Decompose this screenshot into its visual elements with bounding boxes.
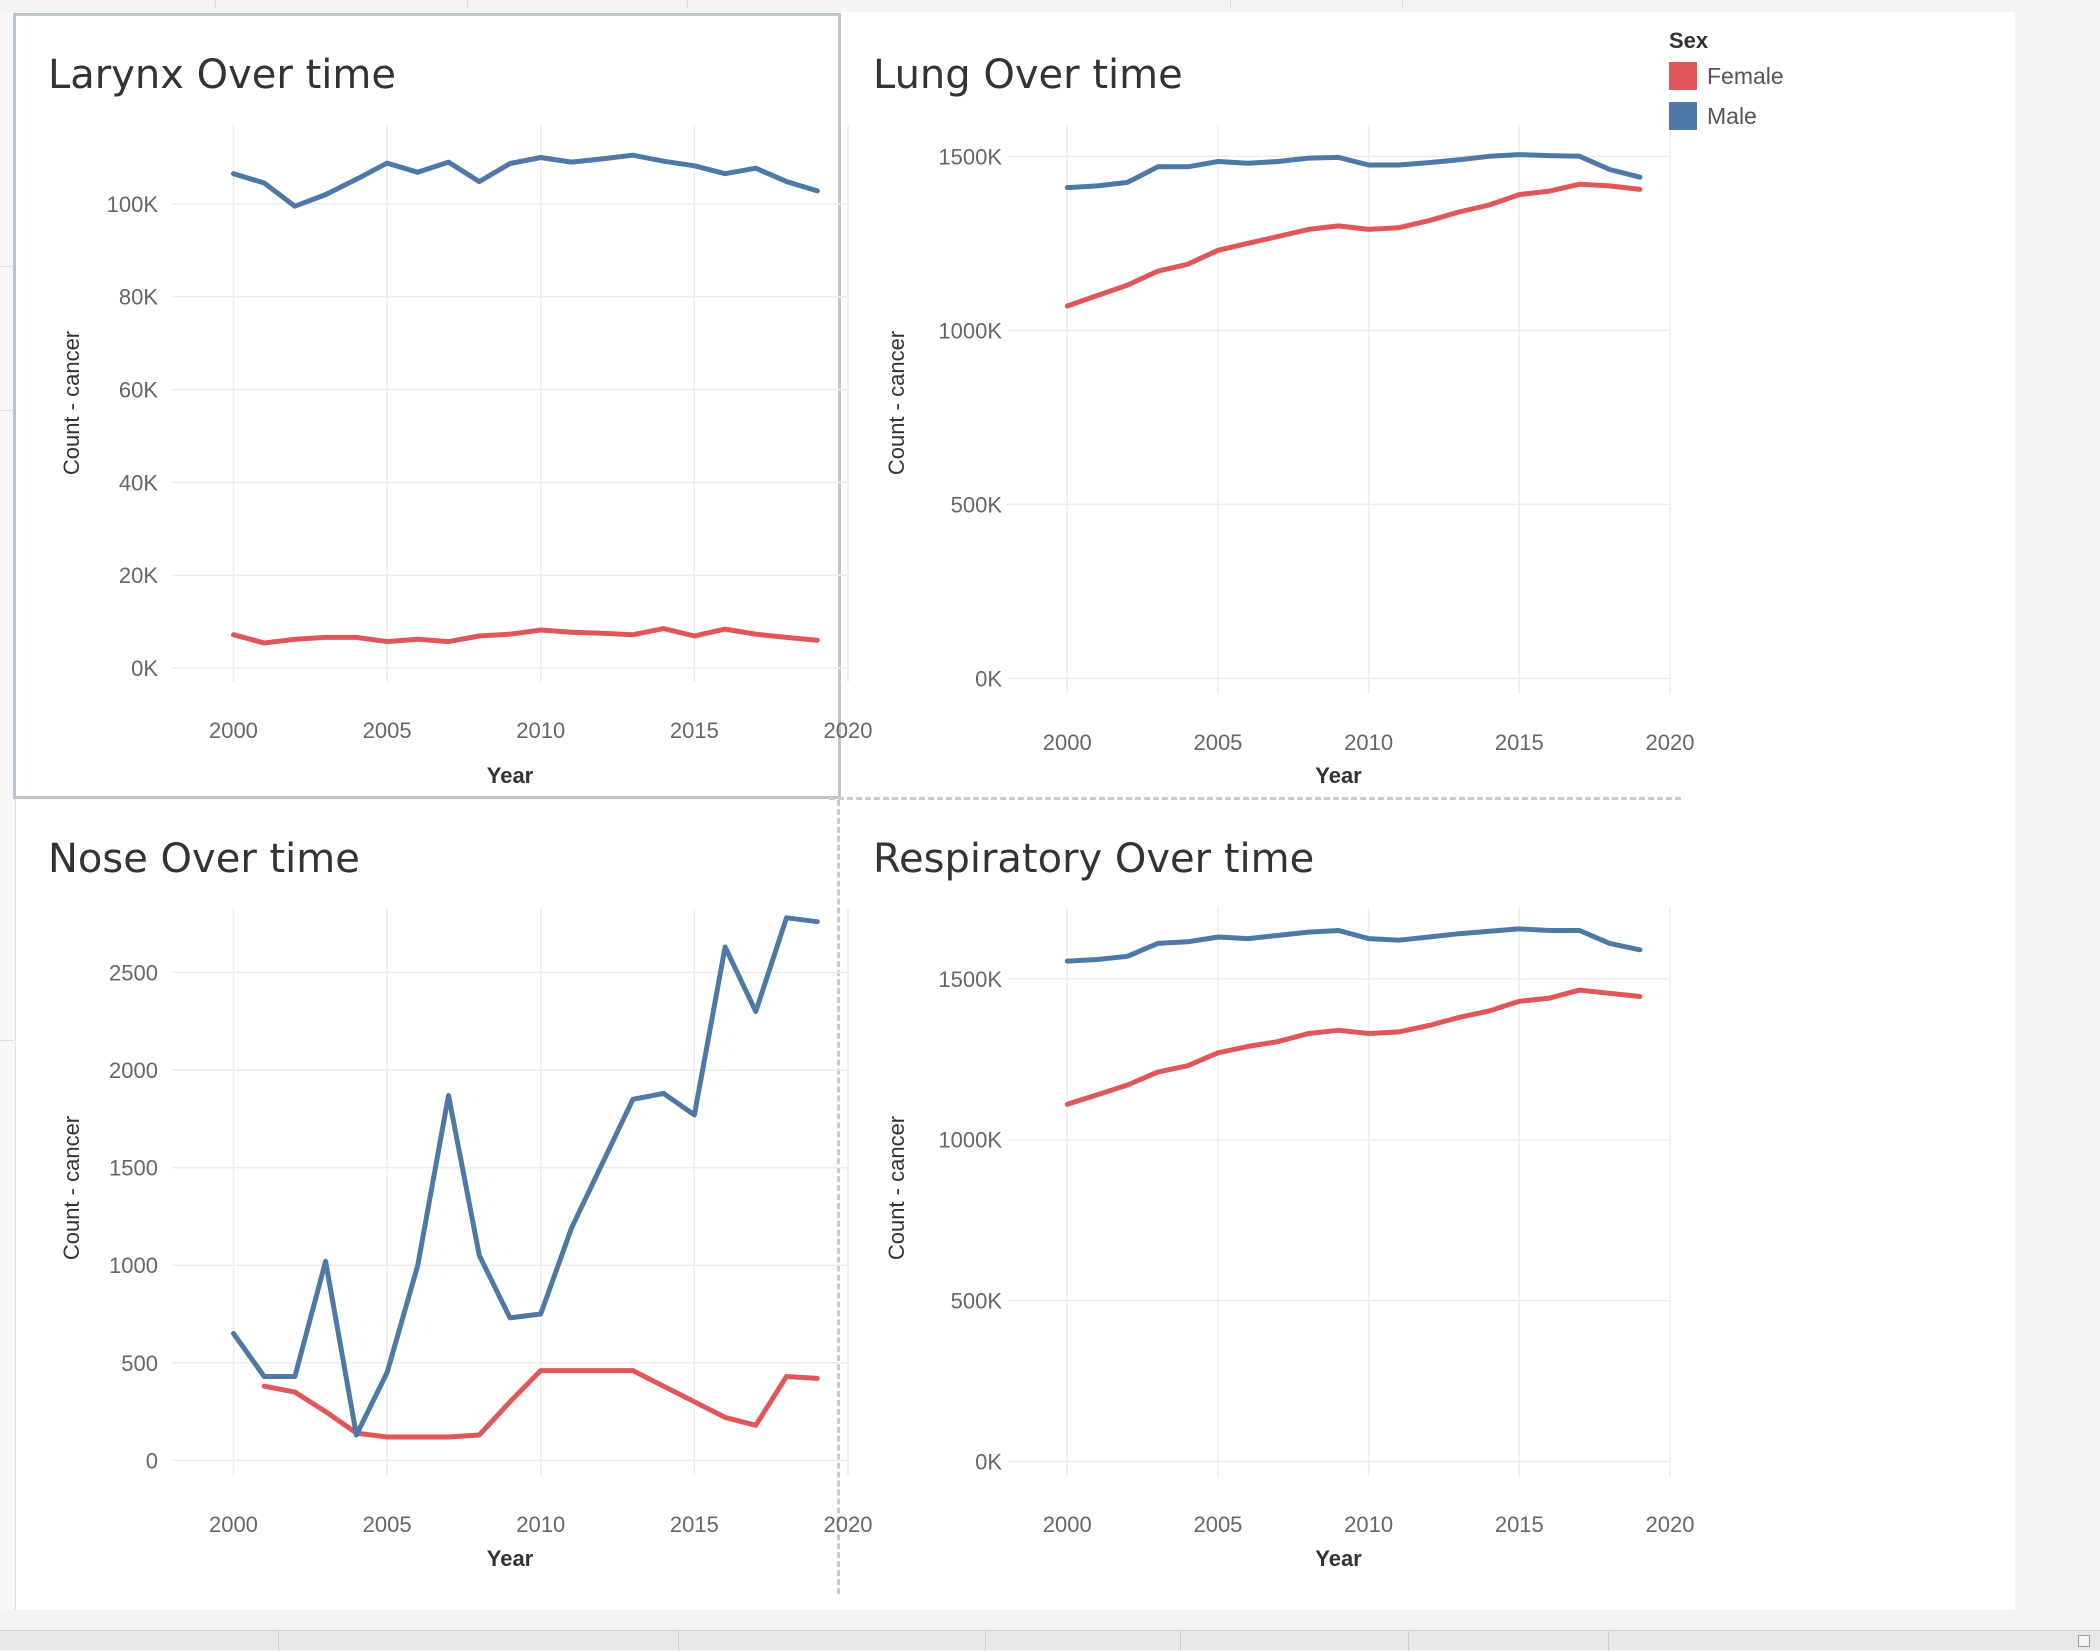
chart-title: Larynx Over time xyxy=(48,52,396,98)
chart-2: Nose Over time 0 500 1000 1500 2000 2500 2000 20… xyxy=(48,836,872,1571)
x-axis-title: Year xyxy=(1315,763,1362,788)
top-strip-tick xyxy=(1230,0,1231,8)
legend-label-female: Female xyxy=(1707,62,1784,89)
x-axis-title: Year xyxy=(487,763,534,788)
top-strip xyxy=(0,0,2100,12)
chart-title: Lung Over time xyxy=(873,52,1183,98)
y-axis-title: Count - cancer xyxy=(884,1116,909,1260)
bottom-bar-tick xyxy=(1408,1631,1409,1651)
x-tick-label: 2020 xyxy=(824,718,873,743)
series-line-female xyxy=(1064,987,1643,1107)
series-line-male xyxy=(231,152,820,209)
legend-label-male: Male xyxy=(1707,102,1757,129)
x-tick-label: 2015 xyxy=(670,1512,719,1537)
left-edge-tick xyxy=(0,1040,14,1041)
x-tick-label: 2000 xyxy=(1043,730,1092,755)
x-tick-label: 2005 xyxy=(363,1512,412,1537)
x-axis-title: Year xyxy=(487,1546,534,1571)
chart-title: Nose Over time xyxy=(48,836,360,882)
top-strip-tick xyxy=(215,0,216,8)
bottom-bar-tick xyxy=(985,1631,986,1651)
x-tick-label: 2020 xyxy=(1646,1512,1695,1537)
bottom-bar-tick xyxy=(278,1631,279,1651)
x-tick-label: 2005 xyxy=(363,718,412,743)
x-tick-label: 2000 xyxy=(1043,1512,1092,1537)
x-tick-label: 2005 xyxy=(1193,730,1242,755)
x-axis-title: Year xyxy=(1315,1546,1362,1571)
left-edge-tick xyxy=(0,266,14,267)
left-edge xyxy=(0,12,16,1610)
y-tick-label: 80K xyxy=(119,285,158,310)
y-tick-label: 100K xyxy=(107,192,159,217)
dashboard-canvas xyxy=(16,12,2015,1610)
series-line-male xyxy=(1064,926,1643,964)
y-axis-title: Count - cancer xyxy=(59,331,84,475)
y-tick-label: 1000 xyxy=(109,1253,158,1278)
y-tick-label: 40K xyxy=(119,470,158,495)
x-tick-label: 2005 xyxy=(1193,1512,1242,1537)
y-axis-title: Count - cancer xyxy=(59,1116,84,1260)
scroll-button[interactable] xyxy=(2078,1635,2090,1647)
x-tick-label: 2010 xyxy=(1344,1512,1393,1537)
series-line-female xyxy=(1064,181,1643,309)
legend-item-female[interactable]: Female xyxy=(1669,56,1869,96)
y-tick-label: 0K xyxy=(975,1450,1002,1475)
y-tick-label: 20K xyxy=(119,563,158,588)
y-tick-label: 0K xyxy=(131,656,158,681)
dashboard-divider-horizontal xyxy=(829,797,1681,800)
y-tick-label: 1500K xyxy=(938,967,1002,992)
y-tick-label: 500K xyxy=(951,1289,1003,1314)
selected-worksheet-border[interactable] xyxy=(13,13,841,799)
x-tick-label: 2015 xyxy=(670,718,719,743)
chart-title: Respiratory Over time xyxy=(873,836,1314,882)
dashboard-divider-vertical xyxy=(837,800,840,1594)
series-line-female xyxy=(231,626,820,646)
y-tick-label: 1500K xyxy=(938,144,1002,169)
x-tick-label: 2010 xyxy=(1344,730,1393,755)
y-tick-label: 1000K xyxy=(938,1128,1002,1153)
y-tick-label: 60K xyxy=(119,378,158,403)
x-tick-label: 2000 xyxy=(209,718,258,743)
x-tick-label: 2010 xyxy=(516,1512,565,1537)
series-line-male xyxy=(231,915,820,1438)
y-tick-label: 1500 xyxy=(109,1156,158,1181)
left-edge-tick xyxy=(0,410,14,411)
y-tick-label: 2000 xyxy=(109,1058,158,1083)
bottom-bar-tick xyxy=(1180,1631,1181,1651)
x-tick-label: 2020 xyxy=(824,1512,873,1537)
series-line-male xyxy=(1064,152,1643,191)
x-tick-label: 2015 xyxy=(1495,730,1544,755)
y-axis-title: Count - cancer xyxy=(884,331,909,475)
top-strip-tick xyxy=(687,0,688,8)
y-tick-label: 500 xyxy=(121,1351,158,1376)
chart-1: Lung Over time 0K 500K 1000K 1500K 2000 2005 20… xyxy=(873,52,1694,788)
y-tick-label: 1000K xyxy=(938,318,1002,343)
legend-swatch-female xyxy=(1669,62,1697,90)
sex-legend[interactable]: Sex Female Male xyxy=(1669,26,1869,136)
y-tick-label: 500K xyxy=(951,492,1003,517)
bottom-bar-tick xyxy=(678,1631,679,1651)
chart-0: Larynx Over time 0K 20K 40K 60K 80K 100K 2000 20… xyxy=(48,52,872,788)
legend-title: Sex xyxy=(1669,28,1709,53)
bottom-bar-tick xyxy=(1608,1631,1609,1651)
y-tick-label: 2500 xyxy=(109,960,158,985)
chart-3: Respiratory Over time 0K 500K 1000K 1500K 200… xyxy=(873,836,1694,1571)
x-tick-label: 2020 xyxy=(1646,730,1695,755)
legend-item-male[interactable]: Male xyxy=(1669,96,1869,136)
top-strip-tick xyxy=(1402,0,1403,8)
x-tick-label: 2010 xyxy=(516,718,565,743)
x-tick-label: 2015 xyxy=(1495,1512,1544,1537)
legend-swatch-male xyxy=(1669,102,1697,130)
x-tick-label: 2000 xyxy=(209,1512,258,1537)
bottom-tab-bar xyxy=(0,1630,2100,1651)
y-tick-label: 0K xyxy=(975,666,1002,691)
y-tick-label: 0 xyxy=(146,1448,158,1473)
top-strip-tick xyxy=(467,0,468,8)
